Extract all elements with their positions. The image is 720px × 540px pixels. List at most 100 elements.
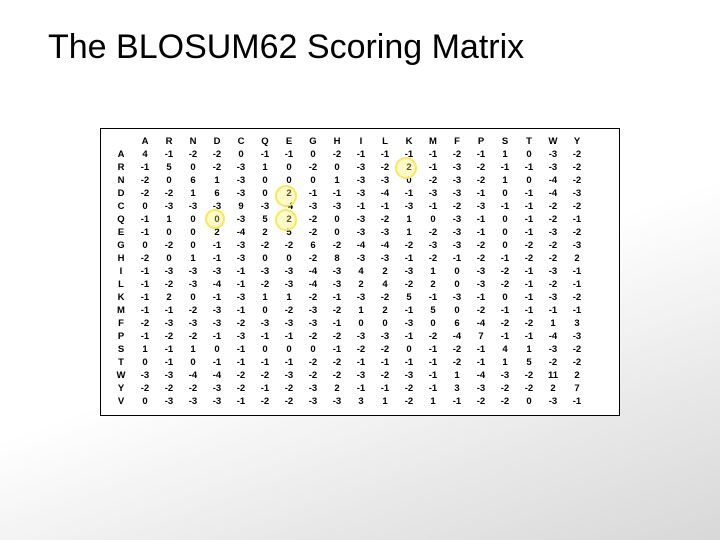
matrix-cell: -2 [325,356,349,369]
matrix-cell: -3 [397,369,421,382]
matrix-cell: -3 [349,187,373,200]
matrix-cell: -3 [421,187,445,200]
matrix-cell: -2 [229,382,253,395]
matrix-cell: -1 [517,304,541,317]
matrix-cell: -2 [133,382,157,395]
matrix-cell: -2 [541,213,565,226]
matrix-cell: -1 [205,330,229,343]
matrix-cell: -4 [373,187,397,200]
matrix-cell: 5 [157,161,181,174]
matrix-cell: -1 [565,304,589,317]
matrix-cell: -3 [157,369,181,382]
matrix-cell: -2 [277,239,301,252]
matrix-cell: -1 [397,330,421,343]
matrix-cell: 6 [301,239,325,252]
matrix-cell: 2 [541,382,565,395]
matrix-cell: -2 [301,226,325,239]
matrix-cell: -1 [397,252,421,265]
matrix-cell: -4 [277,200,301,213]
matrix-row-header: C [109,200,133,213]
matrix-cell: -2 [253,395,277,408]
matrix-cell: -3 [277,317,301,330]
matrix-cell: -3 [445,187,469,200]
matrix-cell: 0 [181,356,205,369]
matrix-row-header: E [109,226,133,239]
matrix-cell: 3 [349,395,373,408]
matrix-cell: 0 [133,395,157,408]
matrix-cell: 0 [133,239,157,252]
matrix-cell: -1 [205,356,229,369]
matrix-col-header: G [301,135,325,148]
matrix-cell: -1 [373,148,397,161]
matrix-cell: -1 [229,278,253,291]
matrix-col-header: T [517,135,541,148]
matrix-cell: -4 [541,330,565,343]
matrix-cell: -2 [469,174,493,187]
matrix-cell: -1 [565,278,589,291]
matrix-cell: -4 [205,369,229,382]
matrix-cell: -1 [133,265,157,278]
matrix-cell: -3 [373,252,397,265]
matrix-cell: -1 [565,213,589,226]
matrix-cell: -1 [397,187,421,200]
matrix-cell: 0 [517,395,541,408]
matrix-cell: -2 [277,304,301,317]
matrix-cell: -2 [565,356,589,369]
matrix-col-header: H [325,135,349,148]
matrix-cell: 9 [229,200,253,213]
matrix-cell: -1 [541,304,565,317]
matrix-cell: -2 [517,252,541,265]
matrix-cell: -1 [157,148,181,161]
matrix-cell: 2 [565,252,589,265]
matrix-cell: -1 [205,239,229,252]
matrix-cell: -3 [157,317,181,330]
matrix-cell: 0 [133,356,157,369]
matrix-cell: -2 [133,174,157,187]
matrix-row-header: H [109,252,133,265]
matrix-cell: 1 [493,148,517,161]
matrix-cell: -1 [421,148,445,161]
matrix-cell: -3 [565,330,589,343]
matrix-cell: 0 [133,200,157,213]
matrix-cell: 1 [421,265,445,278]
matrix-cell: 0 [517,148,541,161]
matrix-cell: 0 [229,148,253,161]
matrix-cell: -3 [349,291,373,304]
matrix-cell: 0 [397,343,421,356]
matrix-cell: -2 [565,200,589,213]
matrix-cell: -1 [349,148,373,161]
matrix-cell: -3 [229,187,253,200]
matrix-cell: -2 [301,291,325,304]
matrix-cell: -2 [445,148,469,161]
matrix-col-header: M [421,135,445,148]
matrix-cell: 4 [373,278,397,291]
matrix-row-header: Q [109,213,133,226]
matrix-col-header: L [373,135,397,148]
matrix-cell: -3 [157,265,181,278]
matrix-cell: 1 [493,174,517,187]
matrix-cell: -2 [541,252,565,265]
matrix-cell: -3 [493,369,517,382]
matrix-cell: -1 [157,343,181,356]
matrix-cell: -2 [397,382,421,395]
matrix-cell: 1 [181,343,205,356]
matrix-row-header: D [109,187,133,200]
matrix-cell: 0 [493,187,517,200]
matrix-cell: -2 [181,148,205,161]
matrix-cell: -1 [229,395,253,408]
matrix-cell: -1 [517,187,541,200]
matrix-cell: 0 [517,174,541,187]
matrix-cell: -2 [301,330,325,343]
matrix-cell: 1 [181,187,205,200]
matrix-cell: -3 [181,200,205,213]
matrix-cell: -1 [229,304,253,317]
matrix-cell: -2 [421,330,445,343]
matrix-cell: -2 [277,382,301,395]
matrix-cell: -3 [325,265,349,278]
matrix-cell: 8 [325,252,349,265]
matrix-cell: 0 [205,213,229,226]
matrix-cell: -4 [205,278,229,291]
matrix-cell: -2 [445,200,469,213]
matrix-cell: 0 [421,213,445,226]
matrix-cell: -1 [421,161,445,174]
